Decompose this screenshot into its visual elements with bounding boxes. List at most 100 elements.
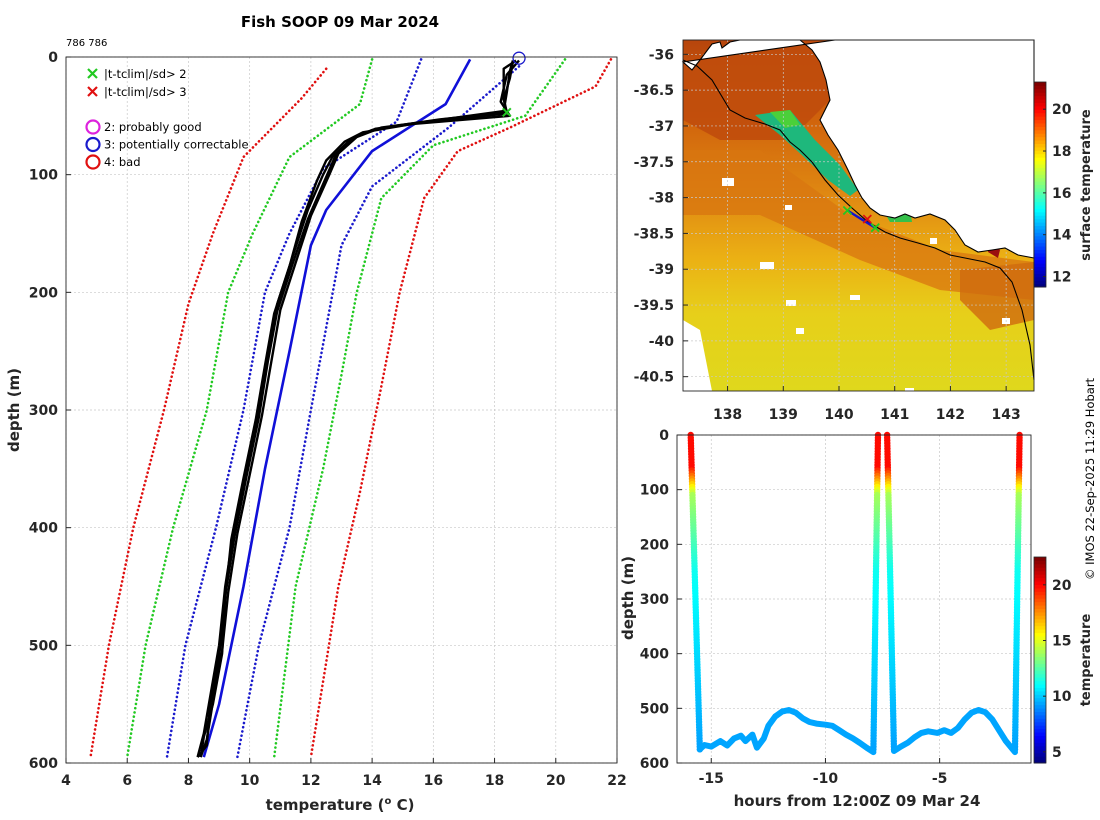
colorbar-segment <box>1034 611 1046 616</box>
map-y-tick-label: -37 <box>649 119 674 135</box>
cloud-gap <box>760 262 774 269</box>
section-y-tick-label: 400 <box>640 647 669 663</box>
colorbar-segment <box>1034 756 1046 761</box>
flag-circle-marker <box>512 51 526 65</box>
map-y-tick-label: -36 <box>649 47 674 63</box>
colorbar-segment <box>1034 690 1046 695</box>
colorbar-segment <box>1034 629 1046 634</box>
map-x-tick-label: 143 <box>992 407 1021 423</box>
colorbar-segment <box>1034 225 1046 230</box>
map-ship-track <box>842 205 880 233</box>
colorbar-segment <box>1034 222 1046 226</box>
profile-grid <box>65 56 618 764</box>
colorbar-segment <box>1034 632 1046 637</box>
colorbar-segment <box>1034 598 1046 603</box>
cloud-gap <box>905 388 914 392</box>
legend-cross-marker <box>87 86 98 97</box>
cloud-gap <box>786 300 796 306</box>
colorbar-segment <box>1034 174 1046 179</box>
profile-y-ticks: 0 100 200 300 400 500 600 <box>29 50 71 772</box>
y-tick-label: 0 <box>48 50 58 66</box>
colorbar-segment <box>1034 732 1046 737</box>
x-tick-label: 8 <box>184 773 194 789</box>
colorbar-tick-label: 10 <box>1052 689 1072 705</box>
colorbar-segment <box>1034 697 1046 702</box>
colorbar-segment <box>1034 608 1046 613</box>
map-y-tick-label: -36.5 <box>634 83 674 99</box>
colorbar-segment <box>1034 82 1046 86</box>
map-x-tick-label: 138 <box>713 407 742 423</box>
map-x-ticks: 138 139 140 141 142 143 <box>713 386 1021 423</box>
sst-map: 138 139 140 141 142 143 -36-36.5-37-37.5-38-3… <box>634 39 1094 423</box>
colorbar-tick-label: 15 <box>1052 634 1071 650</box>
colorbar-segment <box>1034 235 1046 240</box>
colorbar-tick-label: 5 <box>1052 745 1062 761</box>
colorbar-segment <box>1034 680 1046 685</box>
colorbar-segment <box>1034 164 1046 168</box>
colorbar-segment <box>1034 232 1046 237</box>
colorbar-segment <box>1034 622 1046 627</box>
map-y-tick-label: -40.5 <box>634 370 674 386</box>
colorbar-segment <box>1034 208 1046 213</box>
map-y-ticks: -36 -36.5 -37 -37.5 -38 -38.5 -39 -39.5 -40 -40.5 <box>634 47 688 386</box>
section-marks <box>687 431 1023 756</box>
map-x-tick-label: 142 <box>936 407 965 423</box>
x-tick-label: 20 <box>546 773 566 789</box>
section-y-tick-label: 300 <box>640 592 669 608</box>
colorbar-segment <box>1034 228 1046 233</box>
colorbar-segment <box>1034 618 1046 623</box>
legend-flag-circle <box>85 119 101 135</box>
colorbar-segment <box>1034 280 1046 285</box>
colorbar-segment <box>1034 584 1046 589</box>
colorbar-segment <box>1034 259 1046 264</box>
colorbar-segment <box>1034 666 1046 671</box>
colorbar-segment <box>1034 201 1046 206</box>
section-y-tick-label: 0 <box>659 428 669 444</box>
colorbar-tick-label: 14 <box>1052 228 1072 244</box>
section-x-ticks: -15 -10 -5 <box>699 758 947 787</box>
legend-flag-circle <box>85 136 101 153</box>
colorbar-segment <box>1034 738 1046 743</box>
colorbar-segment <box>1034 639 1046 644</box>
sst-colorbar: 12 14 16 18 20 <box>1033 81 1072 288</box>
colorbar-segment <box>1034 684 1046 688</box>
cloud-gap <box>722 178 734 186</box>
colorbar-segment <box>1034 587 1046 592</box>
colorbar-segment <box>1034 718 1046 723</box>
colorbar-segment <box>1034 656 1046 661</box>
colorbar-segment <box>1034 170 1046 175</box>
x-tick-label: 4 <box>61 773 71 789</box>
legend-marker-label: |t-tclim|/sd> 2 <box>104 67 187 81</box>
colorbar-segment <box>1034 249 1046 254</box>
missing-sw <box>683 320 712 391</box>
colorbar-segment <box>1034 211 1046 216</box>
map-y-tick-label: -38 <box>649 191 674 207</box>
series-clim-3sd <box>309 58 613 759</box>
colorbar-segment <box>1034 269 1046 274</box>
profile-y-label: depth (m) <box>5 368 23 452</box>
map-y-tick-label: -39.5 <box>634 298 674 314</box>
colorbar-segment <box>1034 635 1046 640</box>
colorbar-frame <box>1033 81 1047 288</box>
x-tick-label: 18 <box>485 773 504 789</box>
colorbar-segment <box>1034 177 1046 182</box>
shelf-break <box>682 59 1035 381</box>
series-profile-1 <box>196 59 517 758</box>
colorbar-segment <box>1034 570 1046 575</box>
y-tick-label: 400 <box>29 521 58 537</box>
colorbar-segment <box>1034 752 1046 757</box>
colorbar-segment <box>1034 708 1046 712</box>
colorbar-segment <box>1034 167 1046 172</box>
profile-flag-markers <box>502 51 526 118</box>
colorbar-segment <box>1034 150 1046 155</box>
colorbar-tick-label: 16 <box>1052 186 1071 202</box>
colorbar-segment <box>1034 146 1046 151</box>
colorbar-segment <box>1034 649 1046 654</box>
y-tick-label: 200 <box>29 285 58 301</box>
legend-flag-circle <box>85 154 101 170</box>
colorbar-segment <box>1034 711 1046 716</box>
colorbar-segment <box>1034 95 1046 100</box>
section-y-tick-label: 200 <box>640 537 669 553</box>
legend-flag-label: 2: probably good <box>104 120 202 134</box>
map-y-tick-label: -39 <box>649 262 674 278</box>
